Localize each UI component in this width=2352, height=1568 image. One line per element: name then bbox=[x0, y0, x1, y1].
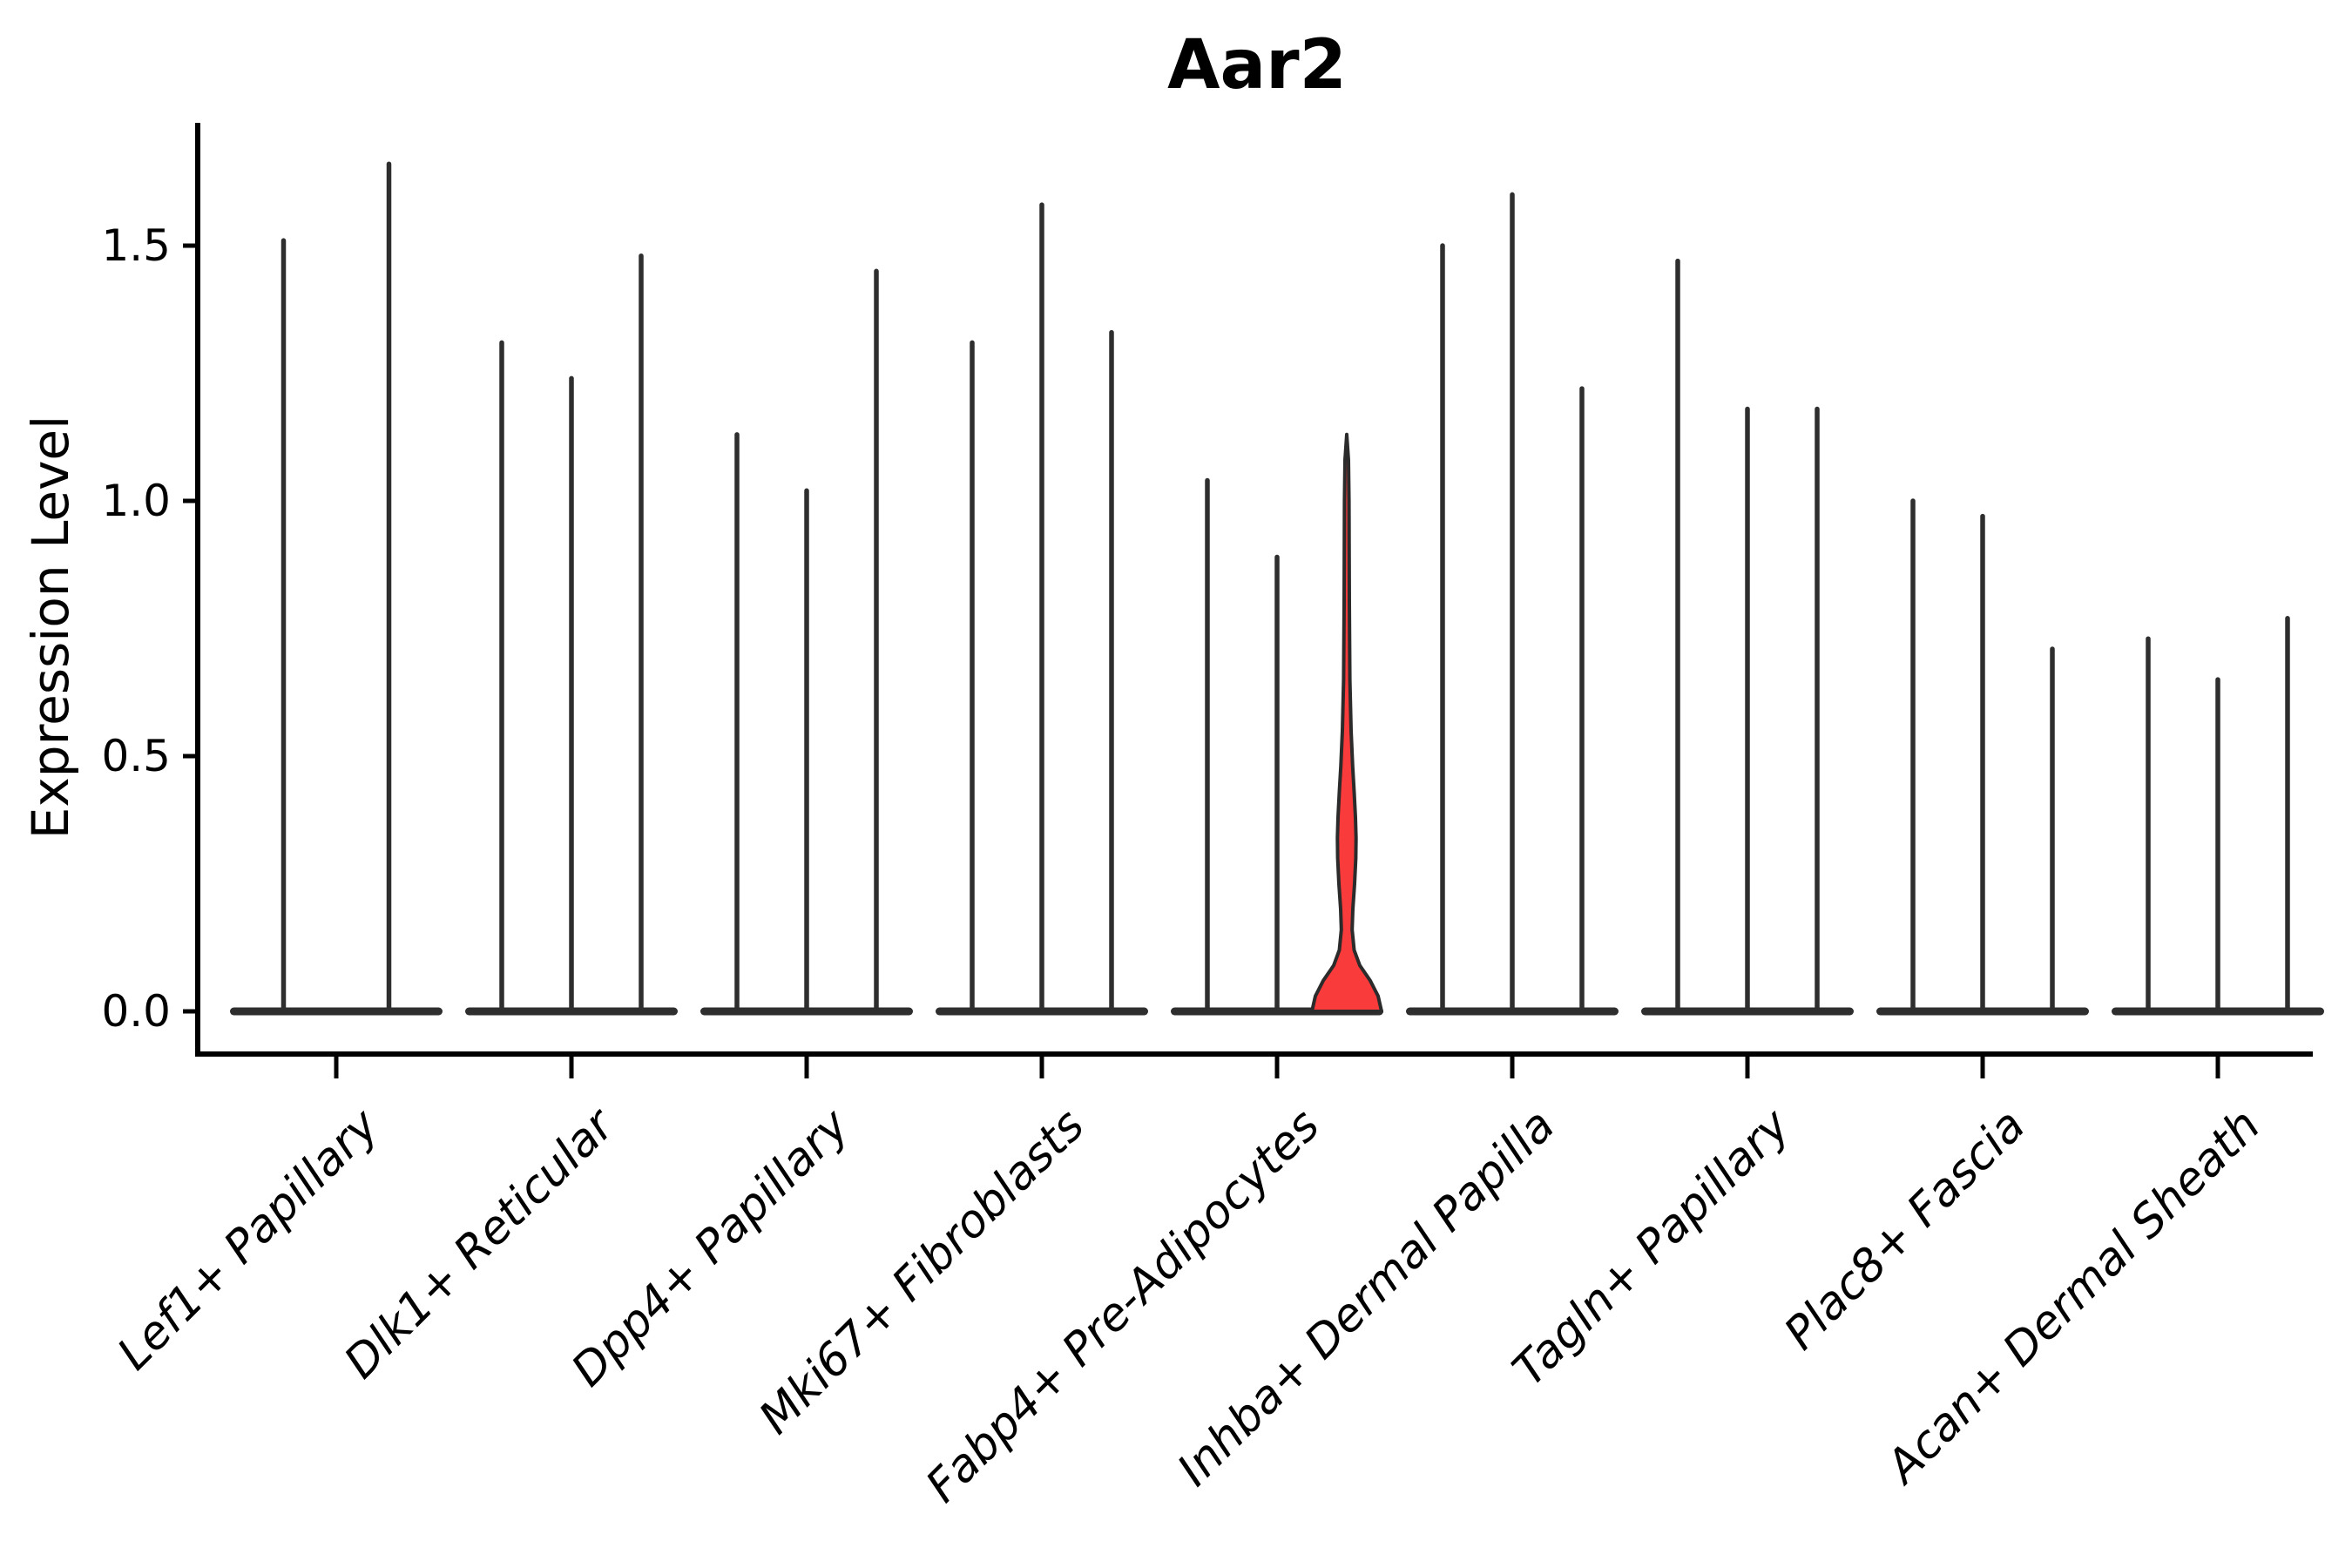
y-tick-label-0.0: 0.0 bbox=[101, 986, 171, 1037]
y-tick-label-1.0: 1.0 bbox=[101, 476, 171, 526]
y-tick-label-1.5: 1.5 bbox=[101, 220, 171, 271]
chart-title: Aar2 bbox=[1167, 26, 1347, 105]
y-tick-label-0.5: 0.5 bbox=[101, 731, 171, 781]
highlighted-violin bbox=[1310, 432, 1383, 1013]
violin-baseline-bar bbox=[230, 1007, 443, 1016]
